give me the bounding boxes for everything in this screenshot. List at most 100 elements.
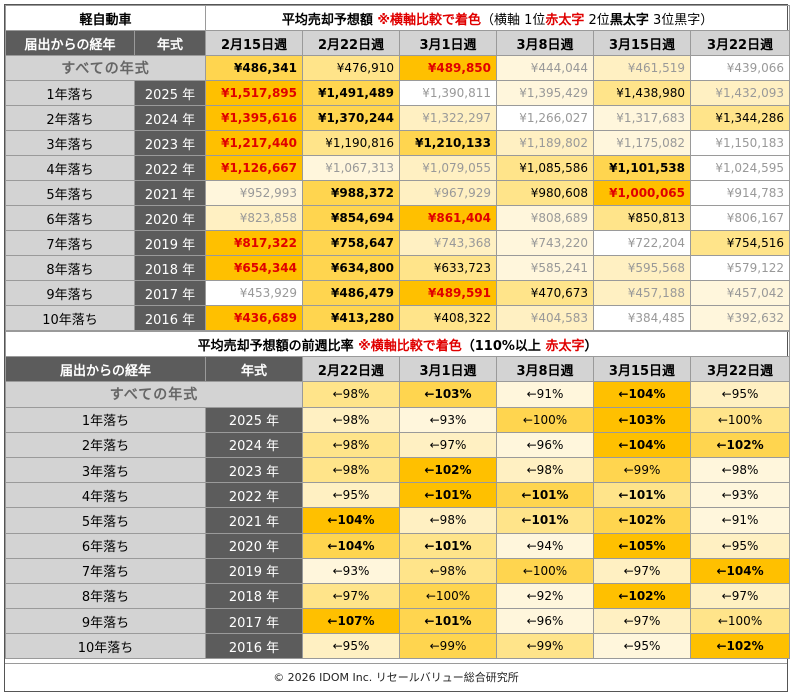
- age-label: 1年落ち: [5, 80, 135, 106]
- age-label: 1年落ち: [5, 406, 206, 433]
- model-year-label: 2021 年: [133, 180, 207, 206]
- ratio-cell: ←91%: [689, 507, 791, 534]
- ratio-cell: ←95%: [689, 381, 791, 408]
- model-year-label: 2020 年: [133, 205, 207, 231]
- year-column-header: 年式: [205, 356, 303, 383]
- all-years-label: すべての年式: [4, 55, 207, 81]
- price-cell: ¥1,150,183: [690, 130, 791, 156]
- ratio-cell: ←103%: [593, 406, 691, 433]
- category-label: 軽自動車: [4, 5, 207, 31]
- ratio-cell: ←102%: [689, 633, 791, 660]
- ratio-cell: ←98%: [399, 557, 497, 584]
- table-row: 10年落ち 2016 年 ←95% ←99% ←99% ←95% ←102%: [5, 633, 791, 660]
- price-cell: ¥461,519: [593, 55, 692, 81]
- ratio-cell: ←104%: [302, 532, 400, 559]
- age-label: 10年落ち: [5, 305, 135, 331]
- model-year-label: 2018 年: [205, 582, 303, 610]
- table-row: 2年落ち 2024 年 ¥1,395,616 ¥1,370,244 ¥1,322,297…: [5, 105, 791, 131]
- price-cell: ¥980,608: [496, 180, 595, 206]
- week-header: 3月1日週: [399, 356, 497, 383]
- ratio-cell: ←95%: [593, 633, 691, 660]
- price-cell: ¥634,800: [302, 255, 401, 281]
- week-header: 2月15日週: [205, 30, 304, 56]
- section1-title-text: 平均売却予想額: [281, 12, 378, 28]
- model-year-label: 2019 年: [133, 230, 207, 256]
- legend-open: （横軸 1位: [480, 12, 546, 28]
- report-frame: 軽自動車 平均売却予想額 ※横軸比較で着色（横軸 1位赤太字 2位黒太字 3位黒…: [4, 4, 791, 692]
- price-cell: ¥1,491,489: [302, 80, 401, 106]
- price-cell: ¥1,000,065: [593, 180, 692, 206]
- ratio-cell: ←92%: [496, 582, 594, 610]
- week-header: 2月22日週: [302, 30, 401, 56]
- price-cell: ¥489,850: [399, 55, 498, 81]
- ratio-cell: ←104%: [689, 557, 791, 584]
- price-cell: ¥1,317,683: [593, 105, 692, 131]
- age-label: 8年落ち: [5, 582, 206, 610]
- section2-title-text: 平均売却予想額の前週比率: [197, 338, 359, 354]
- price-cell: ¥861,404: [399, 205, 498, 231]
- week-header: 3月22日週: [689, 356, 791, 383]
- ratio-table: 平均売却予想額の前週比率 ※横軸比較で着色（110%以上 赤太字） 届出からの経…: [4, 330, 791, 660]
- price-cell: ¥967,929: [399, 180, 498, 206]
- ratio-cell: ←101%: [399, 482, 497, 509]
- table-row: 6年落ち 2020 年 ¥823,858 ¥854,694 ¥861,404 ¥808,6…: [5, 205, 791, 231]
- price-cell: ¥1,101,538: [593, 155, 692, 181]
- price-cell: ¥444,044: [496, 55, 595, 81]
- price-cell: ¥1,189,802: [496, 130, 595, 156]
- ratio-cell: ←98%: [302, 381, 400, 408]
- price-cell: ¥1,190,816: [302, 130, 401, 156]
- ratio-cell: ←102%: [593, 507, 691, 534]
- ratio-cell: ←94%: [496, 532, 594, 559]
- age-label: 10年落ち: [5, 633, 206, 660]
- section2-title: 平均売却予想額の前週比率 ※横軸比較で着色（110%以上 赤太字）: [4, 330, 791, 358]
- ratio-cell: ←101%: [399, 608, 497, 635]
- ratio-cell: ←101%: [496, 507, 594, 534]
- legend2-red: 赤太字: [545, 338, 585, 354]
- price-cell: ¥439,066: [690, 55, 791, 81]
- age-label: 7年落ち: [5, 557, 206, 584]
- price-cell: ¥408,322: [399, 305, 498, 331]
- age-label: 4年落ち: [5, 155, 135, 181]
- ratio-cell: ←93%: [399, 406, 497, 433]
- price-cell: ¥457,188: [593, 280, 692, 306]
- price-cell: ¥806,167: [690, 205, 791, 231]
- price-cell: ¥457,042: [690, 280, 791, 306]
- price-cell: ¥486,479: [302, 280, 401, 306]
- legend-end: 3位黒字）: [648, 12, 714, 28]
- table-row: 5年落ち 2021 年 ¥952,993 ¥988,372 ¥967,929 ¥980,6…: [5, 180, 791, 206]
- section1-title-note: ※横軸比較で着色: [377, 12, 481, 28]
- table-row: 10年落ち 2016 年 ¥436,689 ¥413,280 ¥408,322 ¥404,…: [5, 305, 791, 331]
- table-row: 5年落ち 2021 年 ←104% ←98% ←101% ←102% ←91%: [5, 507, 791, 534]
- ratio-cell: ←104%: [302, 507, 400, 534]
- table-row: 2年落ち 2024 年 ←98% ←97% ←96% ←104% ←102%: [5, 431, 791, 458]
- price-cell: ¥754,516: [690, 230, 791, 256]
- ratio-cell: ←100%: [496, 406, 594, 433]
- model-year-label: 2018 年: [133, 255, 207, 281]
- ratio-cell: ←101%: [593, 482, 691, 509]
- price-cell: ¥654,344: [205, 255, 304, 281]
- price-table: 軽自動車 平均売却予想額 ※横軸比較で着色（横軸 1位赤太字 2位黒太字 3位黒…: [4, 5, 791, 331]
- model-year-label: 2017 年: [133, 280, 207, 306]
- price-cell: ¥823,858: [205, 205, 304, 231]
- price-cell: ¥758,647: [302, 230, 401, 256]
- ratio-cell: ←97%: [593, 557, 691, 584]
- week-header: 3月22日週: [690, 30, 791, 56]
- week-header: 3月1日週: [399, 30, 498, 56]
- table-row: 4年落ち 2022 年 ¥1,126,667 ¥1,067,313 ¥1,079,055…: [5, 155, 791, 181]
- price-cell: ¥1,217,440: [205, 130, 304, 156]
- price-cell: ¥1,067,313: [302, 155, 401, 181]
- price-cell: ¥404,583: [496, 305, 595, 331]
- ratio-cell: ←98%: [689, 456, 791, 484]
- price-cell: ¥1,085,586: [496, 155, 595, 181]
- price-cell: ¥585,241: [496, 255, 595, 281]
- ratio-cell: ←100%: [496, 557, 594, 584]
- price-cell: ¥1,344,286: [690, 105, 791, 131]
- ratio-cell: ←104%: [593, 381, 691, 408]
- age-label: 9年落ち: [5, 608, 206, 635]
- price-cell: ¥579,122: [690, 255, 791, 281]
- model-year-label: 2023 年: [133, 130, 207, 156]
- ratio-cell: ←95%: [302, 633, 400, 660]
- price-cell: ¥952,993: [205, 180, 304, 206]
- ratio-cell: ←105%: [593, 532, 691, 559]
- price-cell: ¥1,210,133: [399, 130, 498, 156]
